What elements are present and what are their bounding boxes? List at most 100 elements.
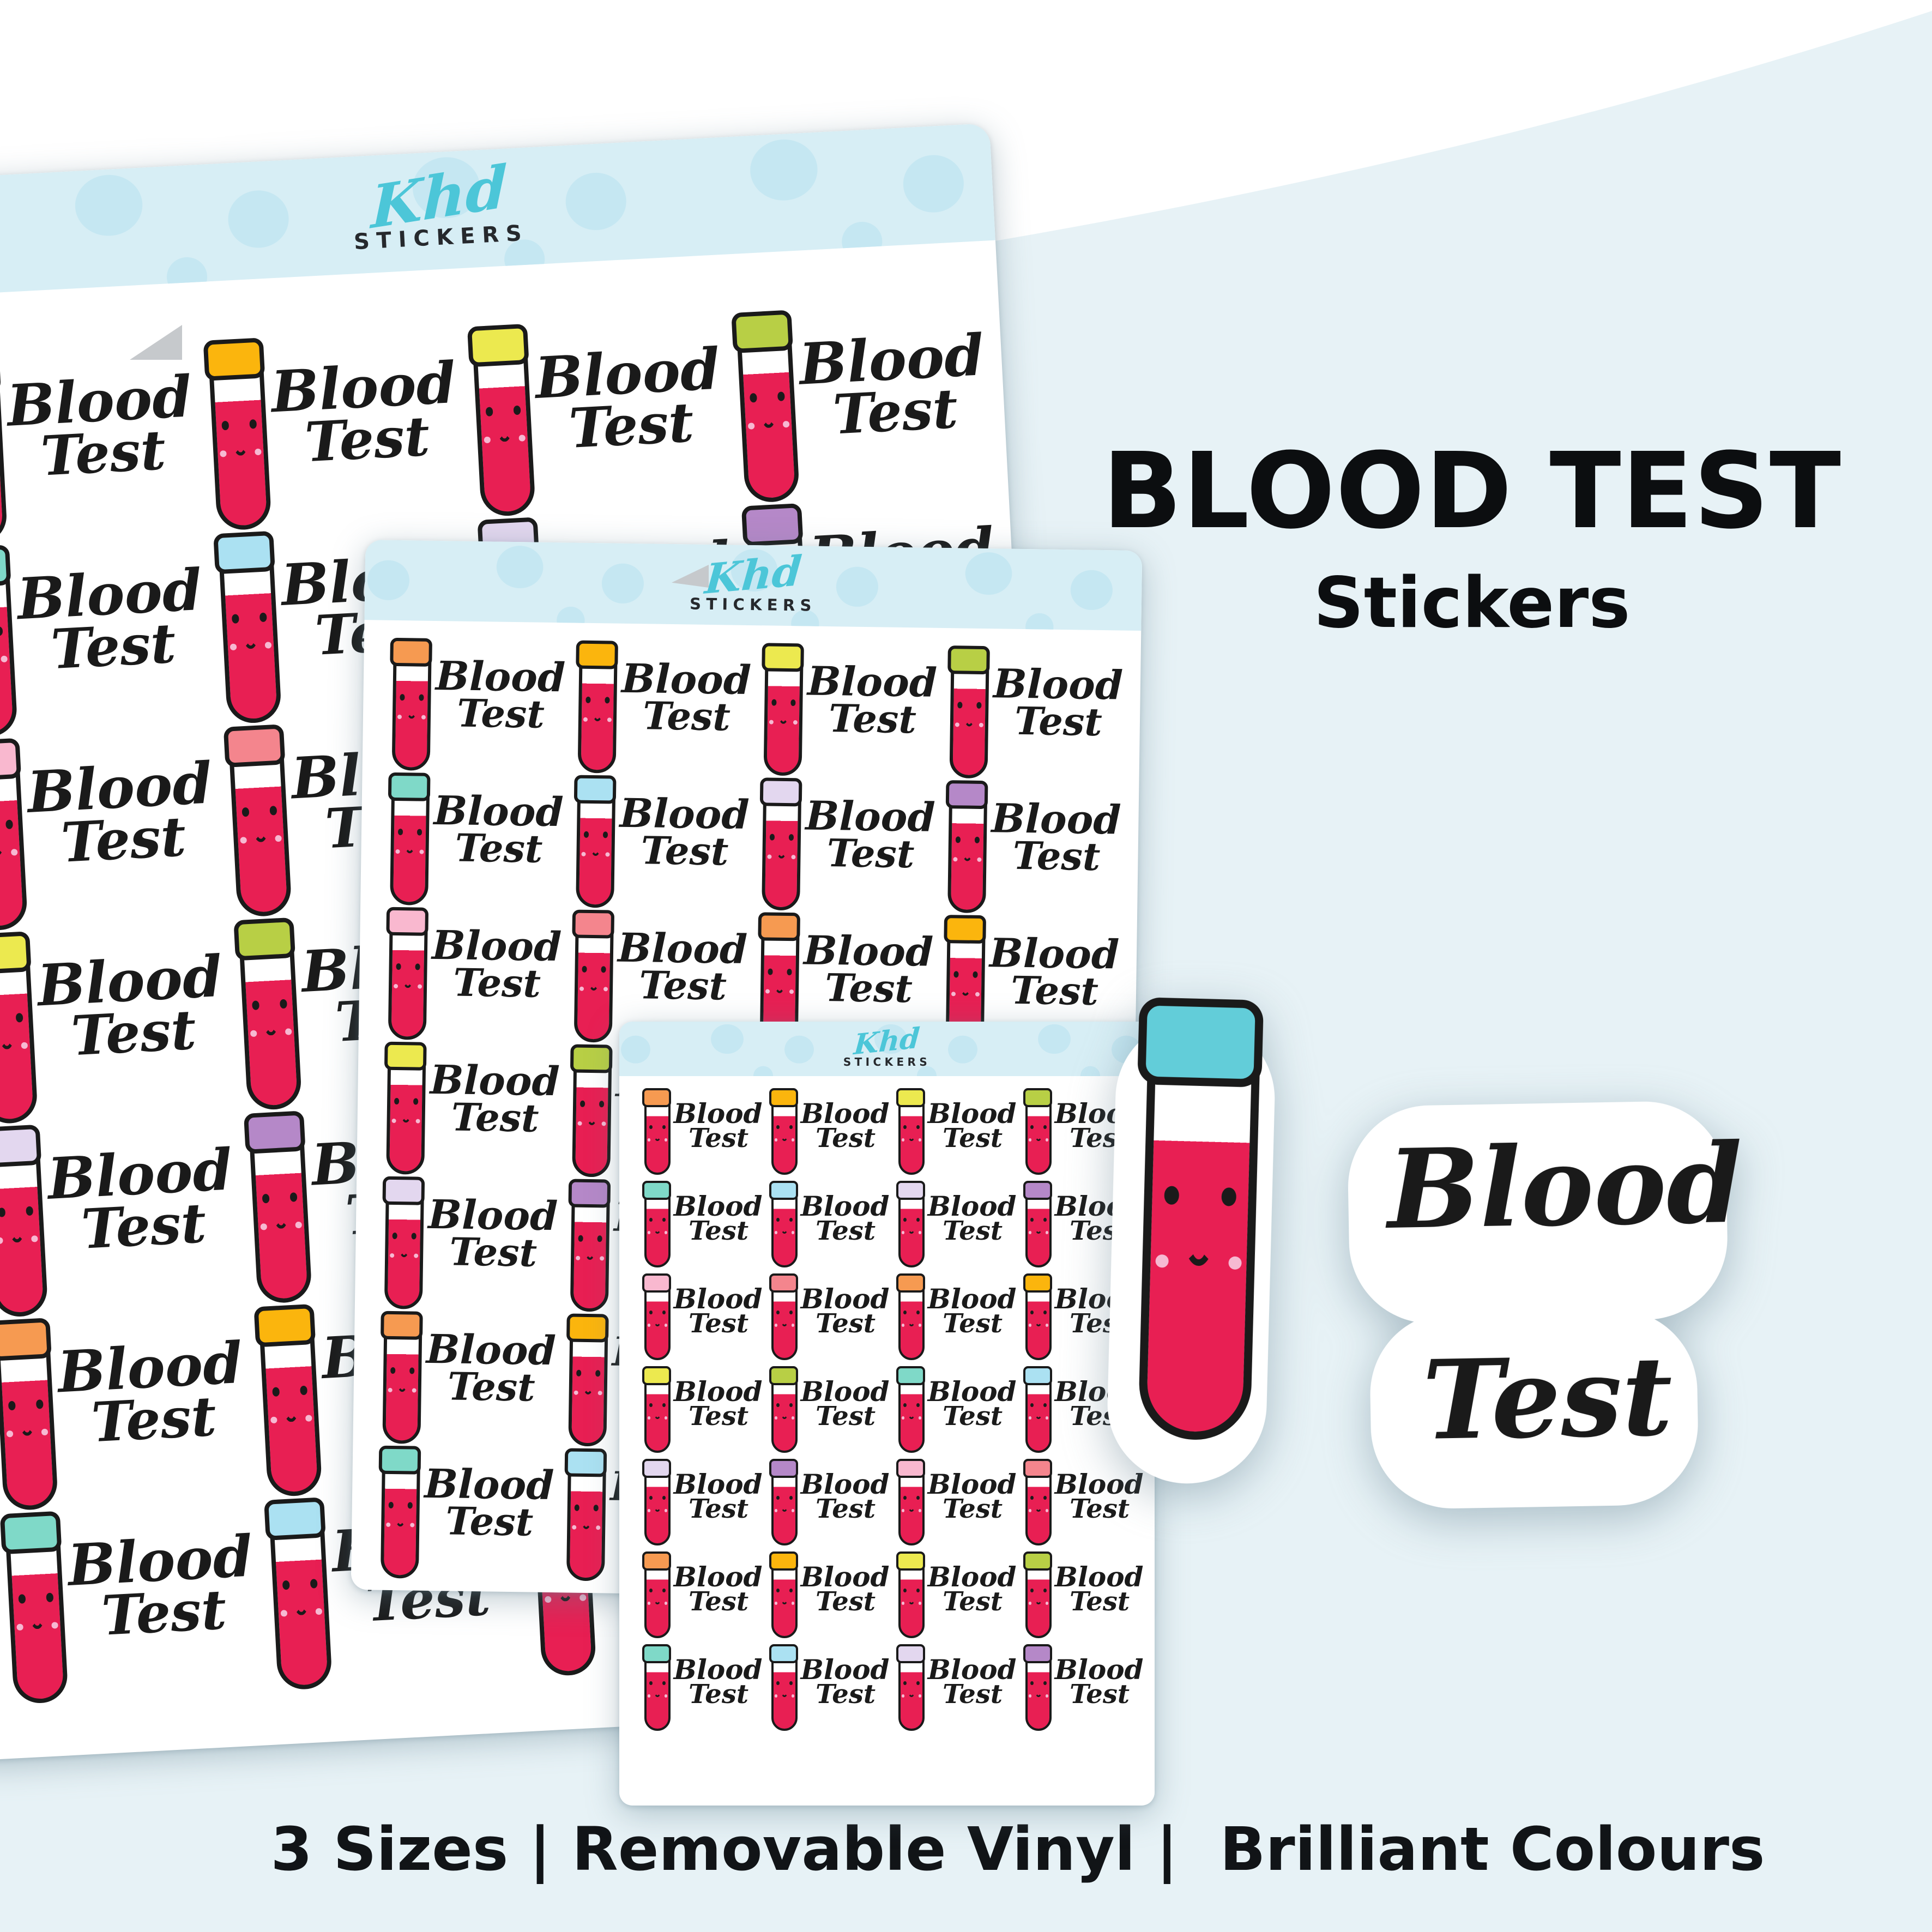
cheek-icon [647, 1231, 651, 1234]
cheek-icon [388, 1387, 393, 1392]
sticker-word-blood: Blood [673, 1468, 763, 1501]
product-subtitle: Stickers [1313, 563, 1631, 644]
kawaii-face-icon [389, 1231, 419, 1265]
eye-icon [272, 1387, 280, 1397]
hero-word-blood: Blood [1386, 1119, 1744, 1254]
sticker-word-test: Test [100, 1577, 228, 1648]
kawaii-face-icon [767, 832, 796, 866]
smile-icon [404, 829, 416, 854]
eye-icon [15, 1013, 23, 1023]
sticker-word-blood: Blood [927, 1561, 1017, 1593]
kawaii-face-icon [388, 1366, 417, 1400]
eye-icon [415, 963, 420, 970]
eye-icon [649, 1217, 653, 1222]
kawaii-face-icon [248, 996, 293, 1047]
test-tube-icon [896, 1273, 925, 1360]
eye-icon [513, 406, 521, 415]
tube-cap-icon [762, 643, 805, 672]
eye-icon [601, 966, 606, 973]
eye-icon [1030, 1217, 1034, 1222]
tube-cap-icon [945, 780, 988, 810]
test-tube-icon [945, 780, 988, 914]
cheek-icon [1155, 1254, 1169, 1268]
eye-icon [649, 1310, 653, 1315]
cheek-icon [305, 1415, 312, 1422]
eye-icon [789, 1125, 793, 1130]
kawaii-face-icon [0, 1010, 29, 1061]
sticker-word-test: Test [1070, 1494, 1130, 1525]
tube-cap-icon [203, 337, 265, 382]
test-tube-icon [896, 1551, 925, 1638]
eye-icon [649, 1681, 653, 1686]
kawaii-face-icon [0, 624, 9, 675]
test-tube-icon [572, 909, 615, 1043]
tube-cap-icon [566, 1313, 609, 1343]
test-tube-icon [574, 775, 617, 908]
cheek-icon [918, 1324, 922, 1327]
eye-icon [0, 626, 3, 636]
smile-icon [591, 697, 603, 721]
cheek-icon [953, 857, 958, 862]
cheek-icon [1028, 1231, 1032, 1234]
eye-icon [416, 829, 422, 836]
cheek-icon [484, 437, 491, 444]
cheek-icon [901, 1231, 905, 1234]
cheek-icon [6, 1430, 14, 1438]
cheek-icon [419, 849, 424, 854]
smile-icon [781, 1125, 788, 1142]
eye-icon [35, 1399, 44, 1409]
cheek-icon [260, 1223, 267, 1230]
cheek-icon [583, 717, 588, 722]
kawaii-face-icon [571, 1502, 601, 1537]
cheek-icon [21, 1042, 28, 1049]
tube-cap-icon [0, 931, 32, 975]
kawaii-face-icon [647, 1216, 668, 1239]
cheek-icon [774, 1138, 778, 1142]
cheek-icon [791, 1416, 795, 1420]
smile-icon [654, 1218, 661, 1234]
eye-icon [916, 1588, 920, 1593]
kawaii-face-icon [573, 1368, 603, 1402]
smile-icon [781, 1589, 788, 1605]
eye-icon [1043, 1403, 1047, 1408]
test-tube-icon [769, 1366, 798, 1453]
cheek-icon [774, 1231, 778, 1234]
eye-icon [789, 1217, 793, 1222]
kawaii-face-icon [218, 416, 262, 468]
cheek-icon [1028, 1324, 1032, 1327]
test-tube-icon [642, 1273, 671, 1360]
sticker-word-test: Test [943, 1216, 1003, 1247]
eye-icon [593, 1505, 599, 1511]
eye-icon [407, 1502, 413, 1509]
cheek-icon [264, 642, 272, 649]
test-tube-icon [769, 1644, 798, 1731]
smile-icon [908, 1403, 915, 1420]
eye-icon [1030, 1310, 1034, 1315]
test-tube-icon [896, 1644, 925, 1731]
eye-icon [953, 971, 959, 978]
sticker-word-test: Test [831, 376, 959, 447]
sticker-word-blood: Blood [673, 1561, 763, 1593]
tube-cap-icon [741, 503, 804, 547]
sticker-word-test: Test [816, 1216, 876, 1247]
cheek-icon [572, 1525, 577, 1530]
smile-icon [777, 699, 789, 724]
eye-icon [649, 1495, 653, 1500]
sticker-word-test: Test [69, 997, 198, 1068]
eye-icon [409, 1367, 415, 1374]
eye-icon [787, 969, 792, 975]
